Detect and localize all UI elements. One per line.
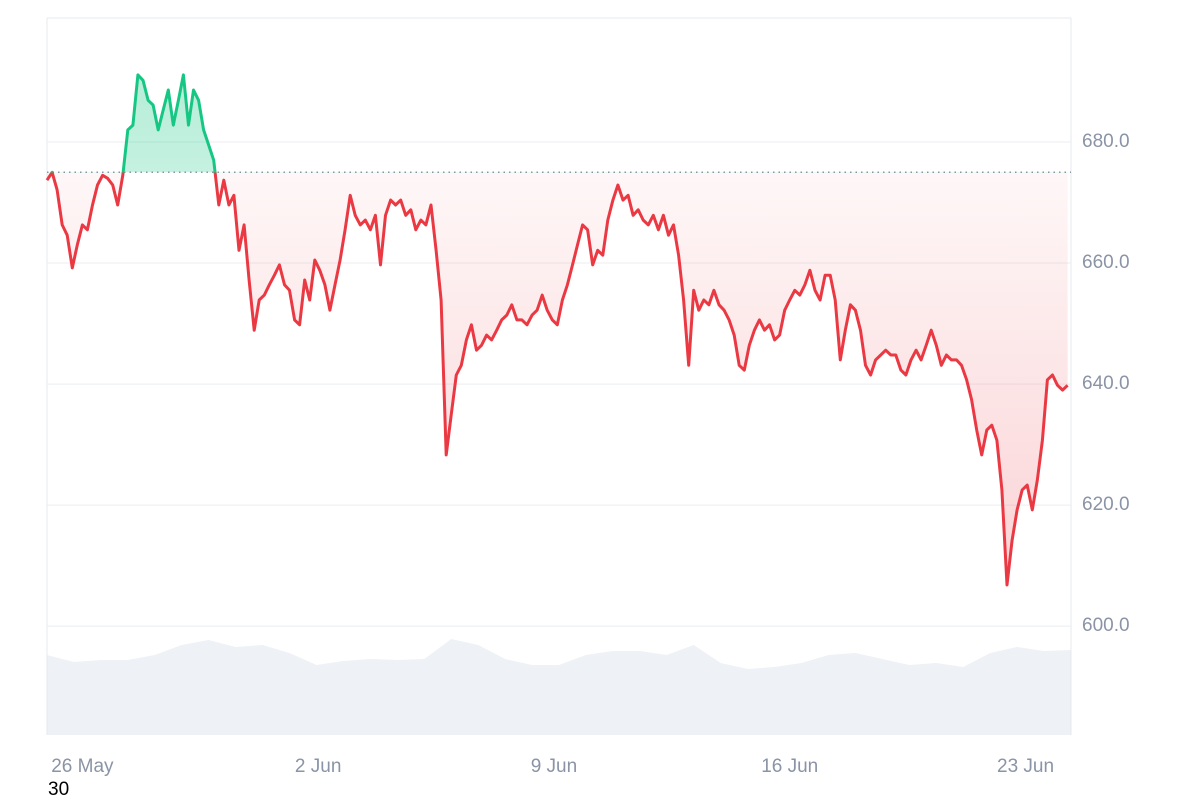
- x-tick-label: 9 Jun: [531, 756, 577, 777]
- area: [47, 74, 1068, 585]
- price-line: [45, 73, 1069, 587]
- x-tick-label: 2 Jun: [295, 756, 341, 777]
- footer-text: 30: [48, 779, 69, 800]
- y-tick-label: 640.0: [1082, 373, 1130, 394]
- y-tick-label: 600.0: [1082, 615, 1130, 636]
- x-tick-label: 26 May: [51, 756, 114, 777]
- y-tick-label: 620.0: [1082, 494, 1130, 515]
- volume-area: [47, 639, 1071, 735]
- y-tick-label: 660.0: [1082, 252, 1130, 273]
- y-tick-label: 680.0: [1082, 131, 1130, 152]
- x-tick-label: 23 Jun: [997, 756, 1054, 777]
- x-tick-label: 16 Jun: [761, 756, 818, 777]
